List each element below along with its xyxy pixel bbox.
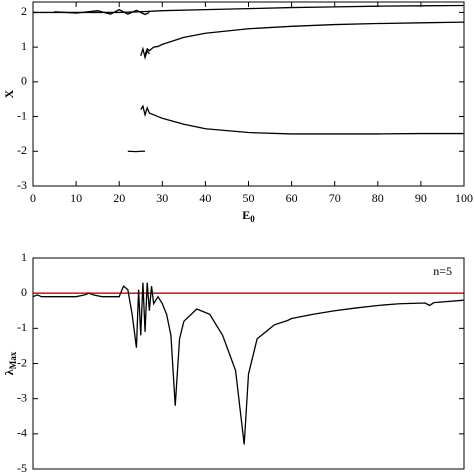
y-tick-label: -3 <box>17 390 27 404</box>
x-tick-label: 90 <box>415 191 427 205</box>
x-axis-label-main: E <box>242 208 250 222</box>
y-tick-label: -5 <box>17 461 27 474</box>
y-tick-label: -1 <box>17 108 27 122</box>
x-tick-label: 80 <box>372 191 384 205</box>
y-axis-label-main: X <box>2 89 16 98</box>
y-tick-label: 0 <box>21 74 27 88</box>
x-tick-label: 50 <box>243 191 255 205</box>
y-tick-label: 1 <box>21 250 27 264</box>
plot-frame <box>32 1 465 187</box>
annotation: n=5 <box>433 264 452 278</box>
y-tick-label: -3 <box>17 178 27 192</box>
data-line <box>32 282 465 445</box>
plot-frame <box>32 257 465 470</box>
data-line <box>144 21 465 55</box>
data-line <box>140 104 464 135</box>
data-line <box>54 8 150 16</box>
x-axis-label-sub: 0 <box>250 214 255 224</box>
x-axis-label: E0 <box>242 208 255 224</box>
x-tick-label: 10 <box>70 191 82 205</box>
y-axis-label: X <box>2 89 16 98</box>
y-axis-label: λMax <box>2 351 18 375</box>
x-tick-label: 70 <box>329 191 341 205</box>
y-axis-label-main: λ <box>2 369 16 375</box>
y-tick-label: -2 <box>17 355 27 369</box>
x-tick-label: 60 <box>286 191 298 205</box>
y-tick-label: 2 <box>21 4 27 18</box>
y-tick-label: -1 <box>17 320 27 334</box>
x-tick-label: 20 <box>113 191 125 205</box>
y-tick-label: 0 <box>21 285 27 299</box>
x-tick-label: 100 <box>455 191 473 205</box>
x-tick-label: 40 <box>199 191 211 205</box>
x-tick-label: 0 <box>30 191 36 205</box>
y-tick-label: -4 <box>17 426 27 440</box>
data-line <box>140 46 150 60</box>
y-tick-label: 1 <box>21 39 27 53</box>
y-axis-label-sub: Max <box>8 351 18 369</box>
x-tick-label: 30 <box>156 191 168 205</box>
data-line <box>33 4 465 14</box>
y-tick-label: -2 <box>17 143 27 157</box>
